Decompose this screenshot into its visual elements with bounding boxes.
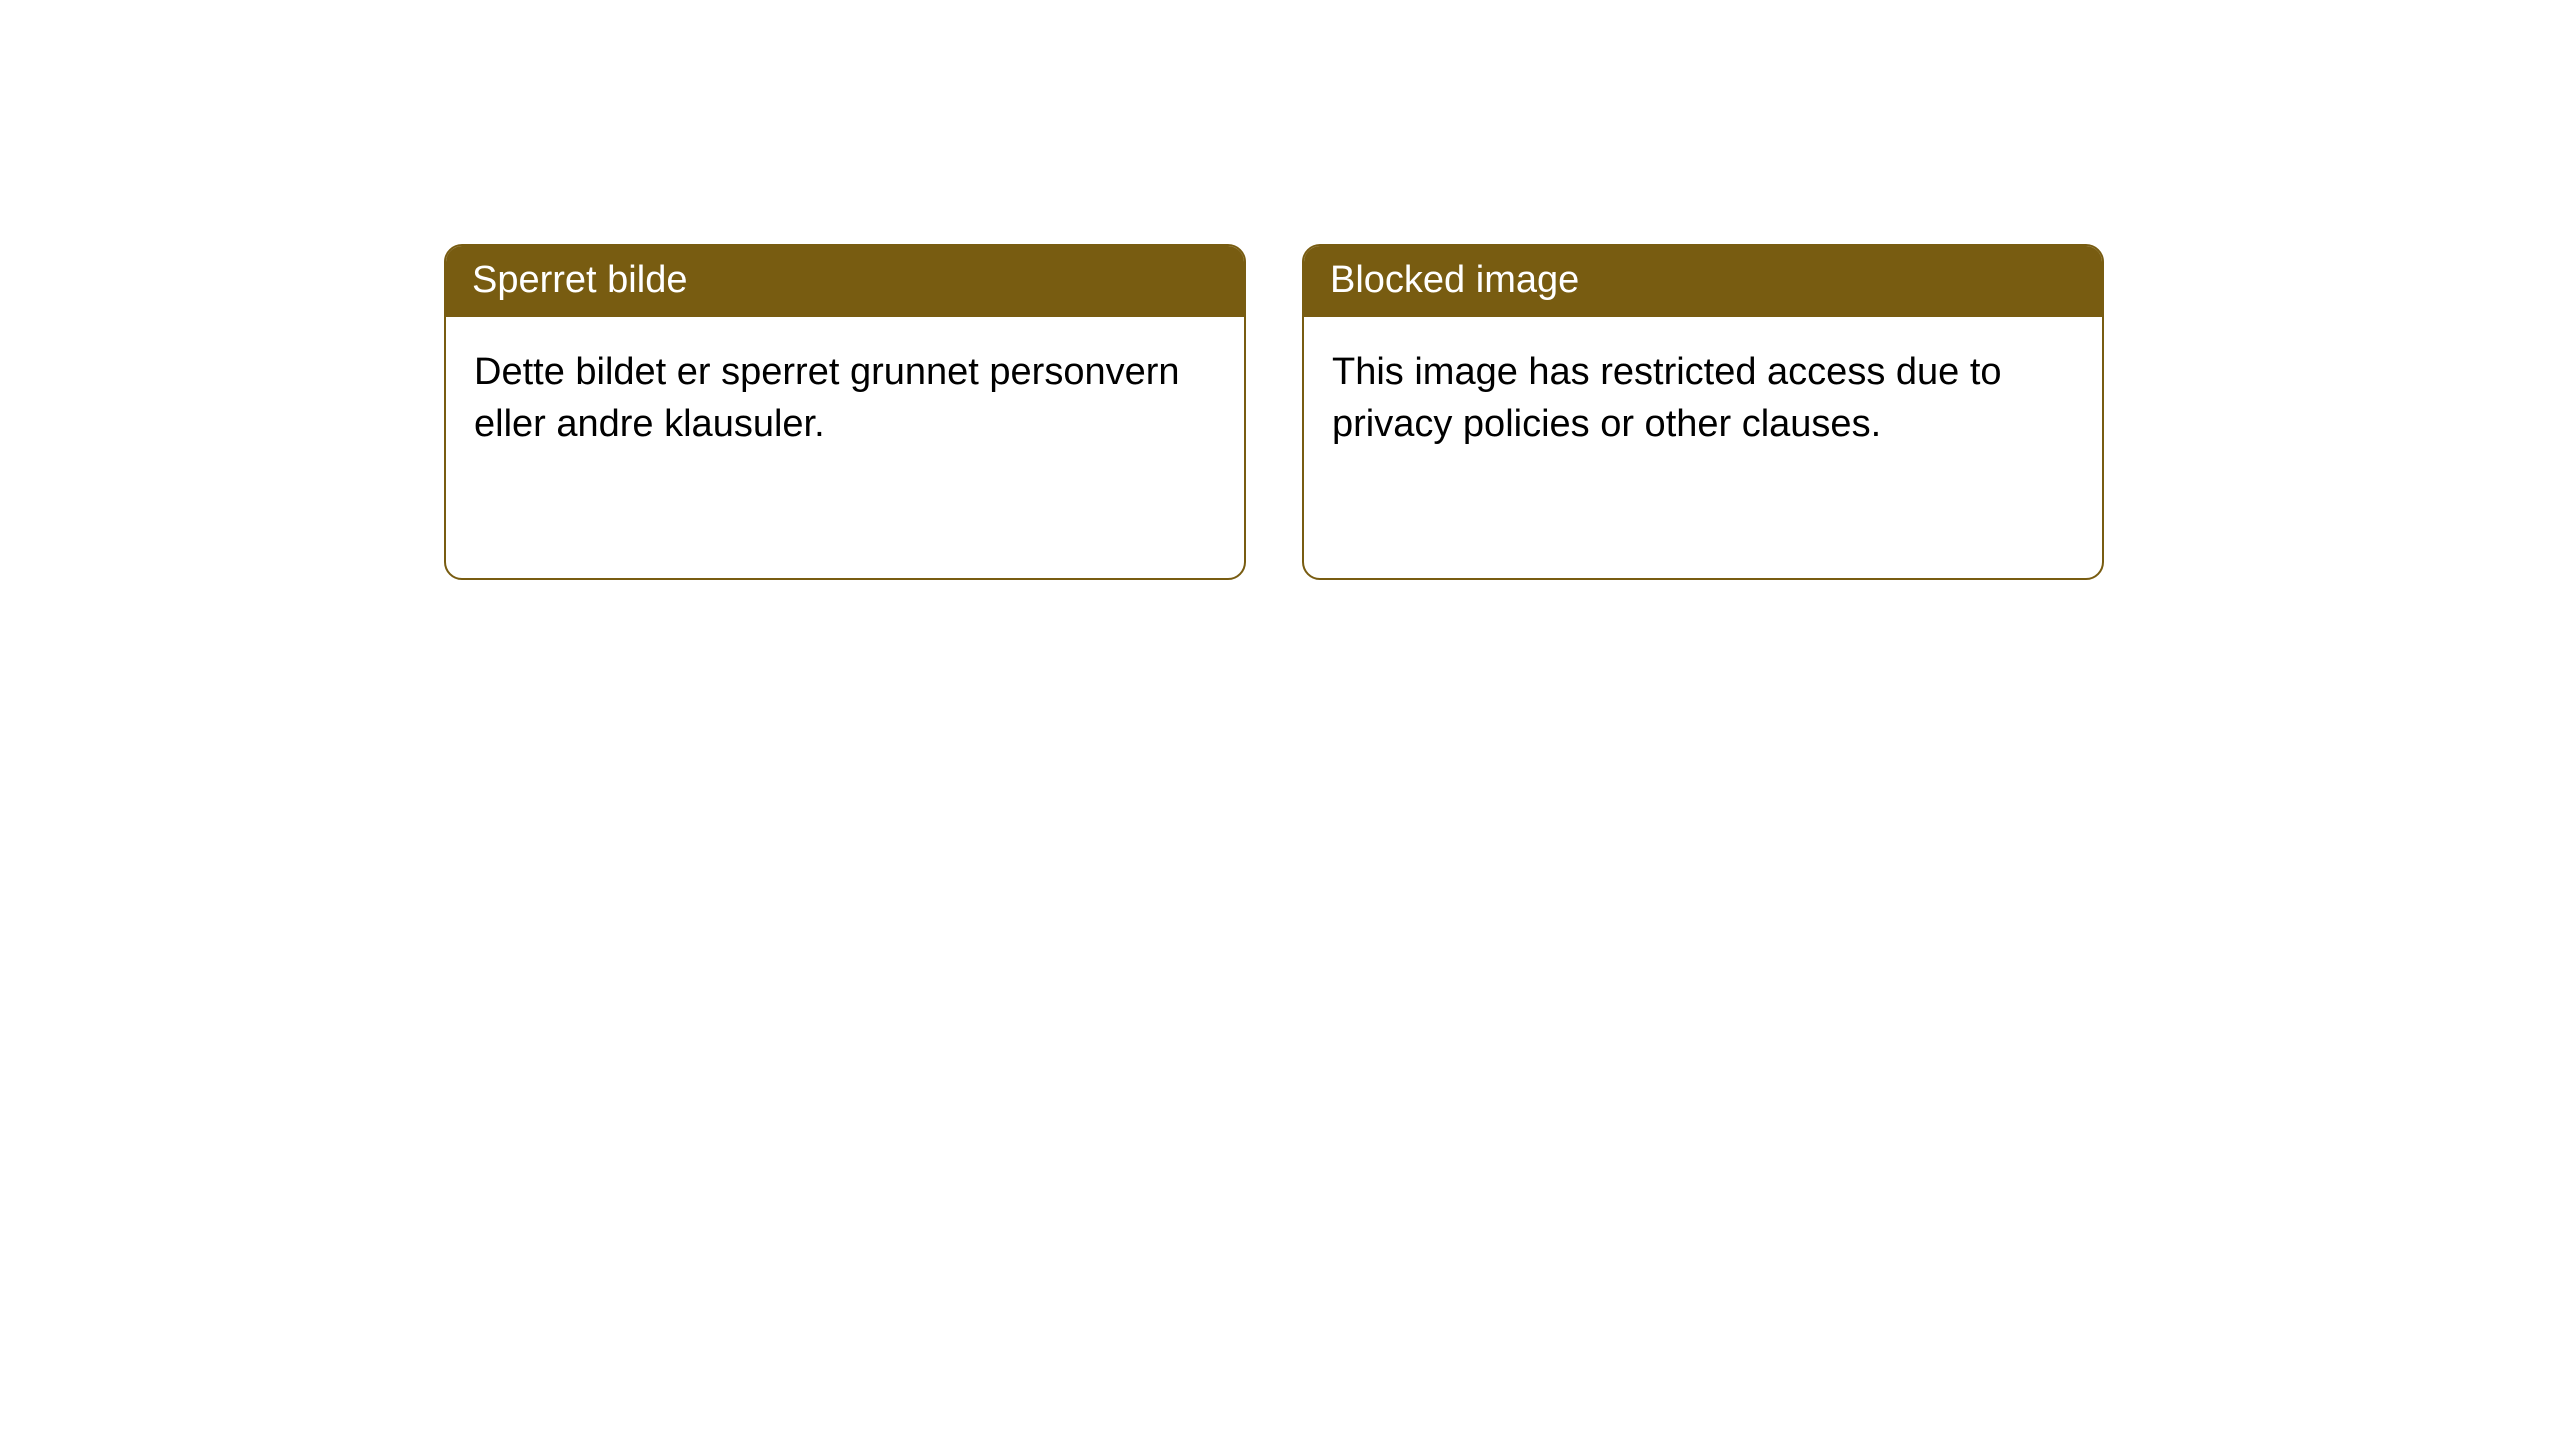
card-body-text: Dette bildet er sperret grunnet personve… <box>446 317 1244 578</box>
notice-cards-container: Sperret bilde Dette bildet er sperret gr… <box>0 0 2560 580</box>
notice-card-english: Blocked image This image has restricted … <box>1302 244 2104 580</box>
card-body-text: This image has restricted access due to … <box>1304 317 2102 578</box>
notice-card-norwegian: Sperret bilde Dette bildet er sperret gr… <box>444 244 1246 580</box>
card-title: Blocked image <box>1304 246 2102 317</box>
card-title: Sperret bilde <box>446 246 1244 317</box>
